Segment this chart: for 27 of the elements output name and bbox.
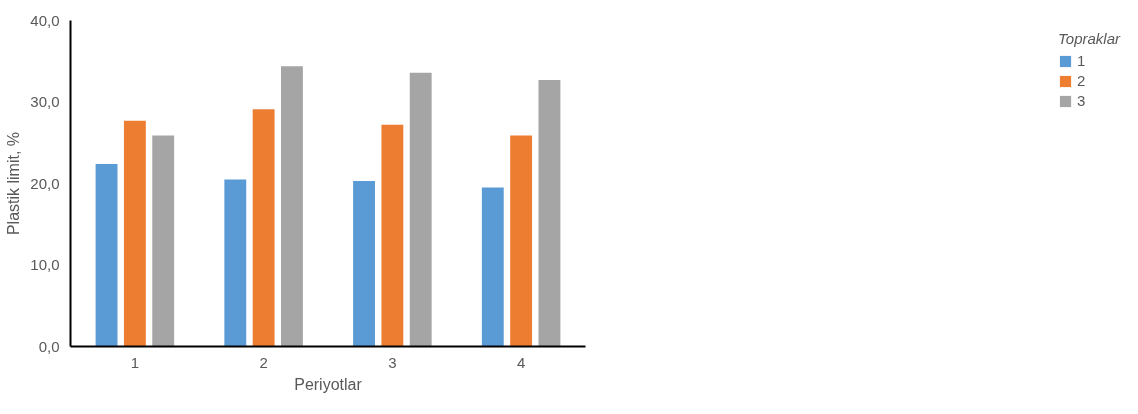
bar (224, 179, 247, 347)
bar (481, 187, 504, 347)
bar (152, 135, 175, 347)
bar (409, 72, 432, 347)
bar (381, 124, 404, 347)
bar (123, 120, 146, 347)
x-tick-label: 1 (130, 353, 140, 371)
bar (252, 109, 275, 347)
bar (538, 80, 561, 347)
bar (281, 66, 303, 347)
y-axis-title: Plastik limit, % (5, 131, 23, 236)
bar (353, 181, 375, 347)
bar (95, 163, 118, 347)
legend-title: Topraklar (1058, 30, 1120, 47)
x-tick-label: 4 (516, 353, 526, 371)
y-tick-label: 30,0 (30, 93, 60, 110)
x-tick-label: 2 (259, 353, 268, 371)
legend-label: 3 (1077, 92, 1087, 109)
legend-label: 2 (1077, 72, 1087, 89)
y-tick-label: 20,0 (30, 174, 60, 192)
y-tick-label: 10,0 (30, 256, 60, 273)
x-axis-title: Periyotlar (294, 375, 363, 393)
y-tick-label: 0,0 (38, 337, 60, 355)
bar (510, 135, 533, 347)
x-tick-label: 3 (388, 353, 397, 371)
legend-label: 1 (1077, 52, 1087, 69)
y-tick-label: 40,0 (30, 11, 60, 29)
